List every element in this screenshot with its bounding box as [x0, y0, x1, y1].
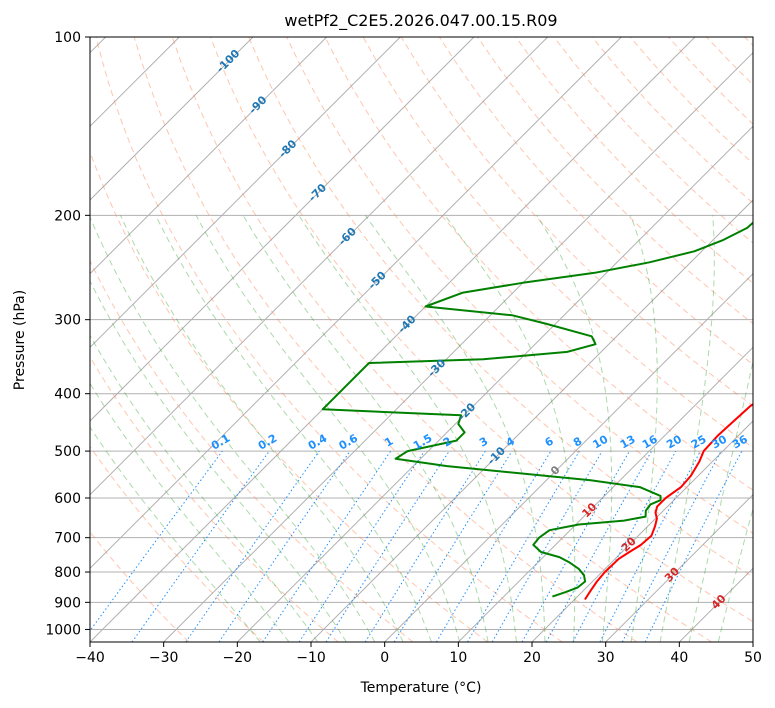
y-tick-label: 500 — [54, 444, 81, 460]
mixing-ratio-line — [298, 450, 425, 642]
moist-adiabat-line — [659, 215, 715, 642]
isotherm-line — [163, 51, 753, 642]
isotherm-line — [384, 272, 753, 642]
y-tick-label: 600 — [54, 491, 81, 507]
moist-adiabat-line — [90, 334, 319, 642]
x-tick-label: 0 — [380, 650, 389, 666]
moist-adiabat-line — [90, 426, 261, 642]
plot-background — [90, 37, 753, 642]
isotherm-line — [90, 37, 401, 349]
dry-adiabat-line — [324, 37, 753, 491]
y-tick-label: 100 — [54, 30, 81, 46]
mixing-ratio-line — [131, 450, 270, 642]
temperature-profile-line — [584, 403, 753, 601]
isotherm-line — [310, 199, 753, 642]
x-tick-label: −20 — [223, 650, 253, 666]
x-axis-label: Temperature (°C) — [360, 680, 482, 696]
chart-title: wetPf2_C2E5.2026.047.00.15.R09 — [284, 11, 557, 31]
isotherm-line — [457, 346, 753, 642]
isotherm-line — [90, 37, 328, 275]
dry-adiabat-line — [248, 37, 753, 578]
moist-adiabat-line — [90, 215, 376, 642]
mixing-ratio-line — [644, 450, 743, 642]
mixing-ratio-line — [545, 450, 653, 642]
x-tick-label: −40 — [75, 650, 105, 666]
y-tick-label: 400 — [54, 387, 81, 403]
dry-adiabat-line — [90, 445, 264, 642]
moist-adiabat-line — [120, 215, 404, 642]
moist-adiabat-line — [630, 215, 658, 642]
isotherm-line — [236, 125, 753, 642]
y-tick-label: 300 — [54, 313, 81, 329]
x-tick-label: −30 — [149, 650, 179, 666]
dry-adiabat-line — [515, 37, 753, 284]
x-tick-label: 50 — [744, 650, 762, 666]
moist-adiabat-line — [444, 215, 576, 642]
mixing-ratio-line — [325, 450, 450, 642]
dry-adiabat-line — [133, 37, 638, 642]
plot-frame — [89, 36, 754, 643]
y-tick-label: 1000 — [45, 622, 81, 638]
y-axis-ticks: 100 200 300 400 500 600 700 800 900 1000 — [45, 30, 90, 638]
dry-adiabat-line — [286, 37, 753, 534]
y-tick-label: 200 — [54, 208, 81, 224]
mixing-ratio-line — [90, 450, 223, 632]
mixing-ratio-line — [185, 450, 320, 642]
isotherm-line — [531, 420, 753, 642]
dry-adiabat-line — [171, 37, 712, 642]
isotherm-line — [90, 37, 475, 422]
dry-adiabat-line — [95, 37, 563, 642]
moist-adiabat-line — [242, 215, 489, 642]
y-tick-label: 800 — [54, 565, 81, 581]
mixing-ratio-line — [393, 450, 513, 642]
isotherm-line — [90, 37, 622, 570]
isotherm-line — [605, 493, 753, 642]
y-tick-label: 900 — [54, 595, 81, 611]
isotherm-line — [90, 37, 254, 201]
dewpoint-profile-line — [321, 221, 753, 598]
mixing-ratio-line — [262, 450, 392, 642]
y-tick-label: 700 — [54, 531, 81, 547]
dry-adiabat-line — [90, 259, 414, 642]
dry-adiabat-line — [90, 356, 339, 642]
moist-adiabat-line — [364, 215, 546, 642]
x-axis-ticks: −40 −30 −20 −10 0 10 20 30 40 50 — [75, 642, 762, 666]
dry-adiabat-line — [210, 37, 753, 623]
mixing-ratio-line — [218, 450, 351, 642]
x-tick-label: 40 — [670, 650, 688, 666]
isotherm-line — [90, 37, 696, 642]
x-tick-label: −10 — [296, 650, 326, 666]
isotherm-line — [90, 37, 549, 496]
grid-layer — [90, 37, 753, 642]
mixing-ratio-line — [521, 450, 630, 642]
moist-adiabat-line — [536, 215, 613, 642]
x-tick-label: 20 — [523, 650, 541, 666]
moist-adiabat-line — [155, 215, 432, 642]
x-tick-label: 10 — [449, 650, 467, 666]
y-axis-label: Pressure (hPa) — [12, 290, 28, 390]
curve-layer — [321, 221, 753, 601]
moist-adiabat-line — [195, 215, 461, 642]
moist-adiabat-line — [90, 279, 347, 642]
x-tick-label: 30 — [597, 650, 615, 666]
